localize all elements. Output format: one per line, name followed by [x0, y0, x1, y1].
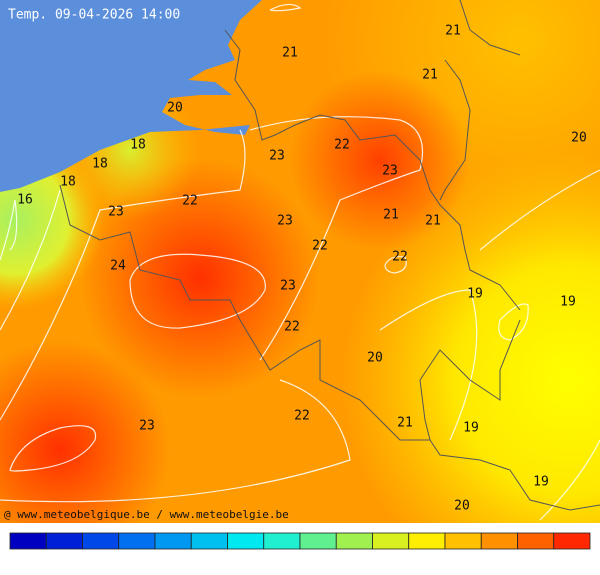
temperature-label: 20 [571, 131, 587, 146]
temperature-label: 22 [284, 320, 300, 335]
color-scale [9, 532, 591, 550]
scale-step [553, 532, 591, 550]
scale-step [517, 532, 555, 550]
scale-step [335, 532, 373, 550]
credit: @ www.meteobelgique.be / www.meteobelgie… [4, 508, 289, 521]
scale-step [45, 532, 83, 550]
temperature-label: 19 [467, 287, 483, 302]
border [59, 0, 600, 511]
temperature-label: 23 [269, 149, 285, 164]
scale-step [154, 532, 192, 550]
temperature-label: 21 [282, 46, 298, 61]
sea [0, 0, 262, 192]
temperature-label: 22 [334, 138, 350, 153]
scale-step [372, 532, 410, 550]
temperature-label: 18 [92, 157, 108, 172]
temperature-label: 23 [280, 279, 296, 294]
temperature-label: 16 [17, 193, 33, 208]
temperature-label: 19 [533, 475, 549, 490]
temperature-label: 22 [182, 194, 198, 209]
temperature-label: 23 [108, 205, 124, 220]
scale-step [227, 532, 265, 550]
temperature-label: 21 [445, 24, 461, 39]
temperature-label: 18 [60, 175, 76, 190]
scale-step [82, 532, 120, 550]
temperature-label: 20 [167, 101, 183, 116]
temperature-label: 19 [560, 295, 576, 310]
isotherm [0, 3, 600, 521]
scale-step [444, 532, 482, 550]
temperature-label: 21 [383, 208, 399, 223]
temperature-label: 21 [422, 68, 438, 83]
scale-step [118, 532, 156, 550]
temperature-label: 23 [139, 419, 155, 434]
temperature-label: 18 [130, 138, 146, 153]
temperature-label: 22 [294, 409, 310, 424]
map-title: Temp. 09-04-2026 14:00 [8, 8, 180, 23]
scale-step [408, 532, 446, 550]
scale-step [263, 532, 301, 550]
temperature-label: 20 [367, 351, 383, 366]
labels: 21 21 21 20 20 22 23 23 18 18 18 16 22 23 23 21 21 22 22 24… [17, 24, 587, 514]
temperature-label: 24 [110, 259, 126, 274]
scale-step [299, 532, 337, 550]
temperature-label: 22 [312, 239, 328, 254]
scale-step [190, 532, 228, 550]
temperature-label: 19 [463, 421, 479, 436]
temperature-label: 21 [425, 214, 441, 229]
map [0, 0, 600, 523]
temperature-label: 23 [382, 164, 398, 179]
temperature-label: 23 [277, 214, 293, 229]
scale-step [9, 532, 47, 550]
temperature-label: 20 [454, 499, 470, 514]
temperature-label: 21 [397, 416, 413, 431]
temperature-label: 22 [392, 250, 408, 265]
scale-step [480, 532, 518, 550]
